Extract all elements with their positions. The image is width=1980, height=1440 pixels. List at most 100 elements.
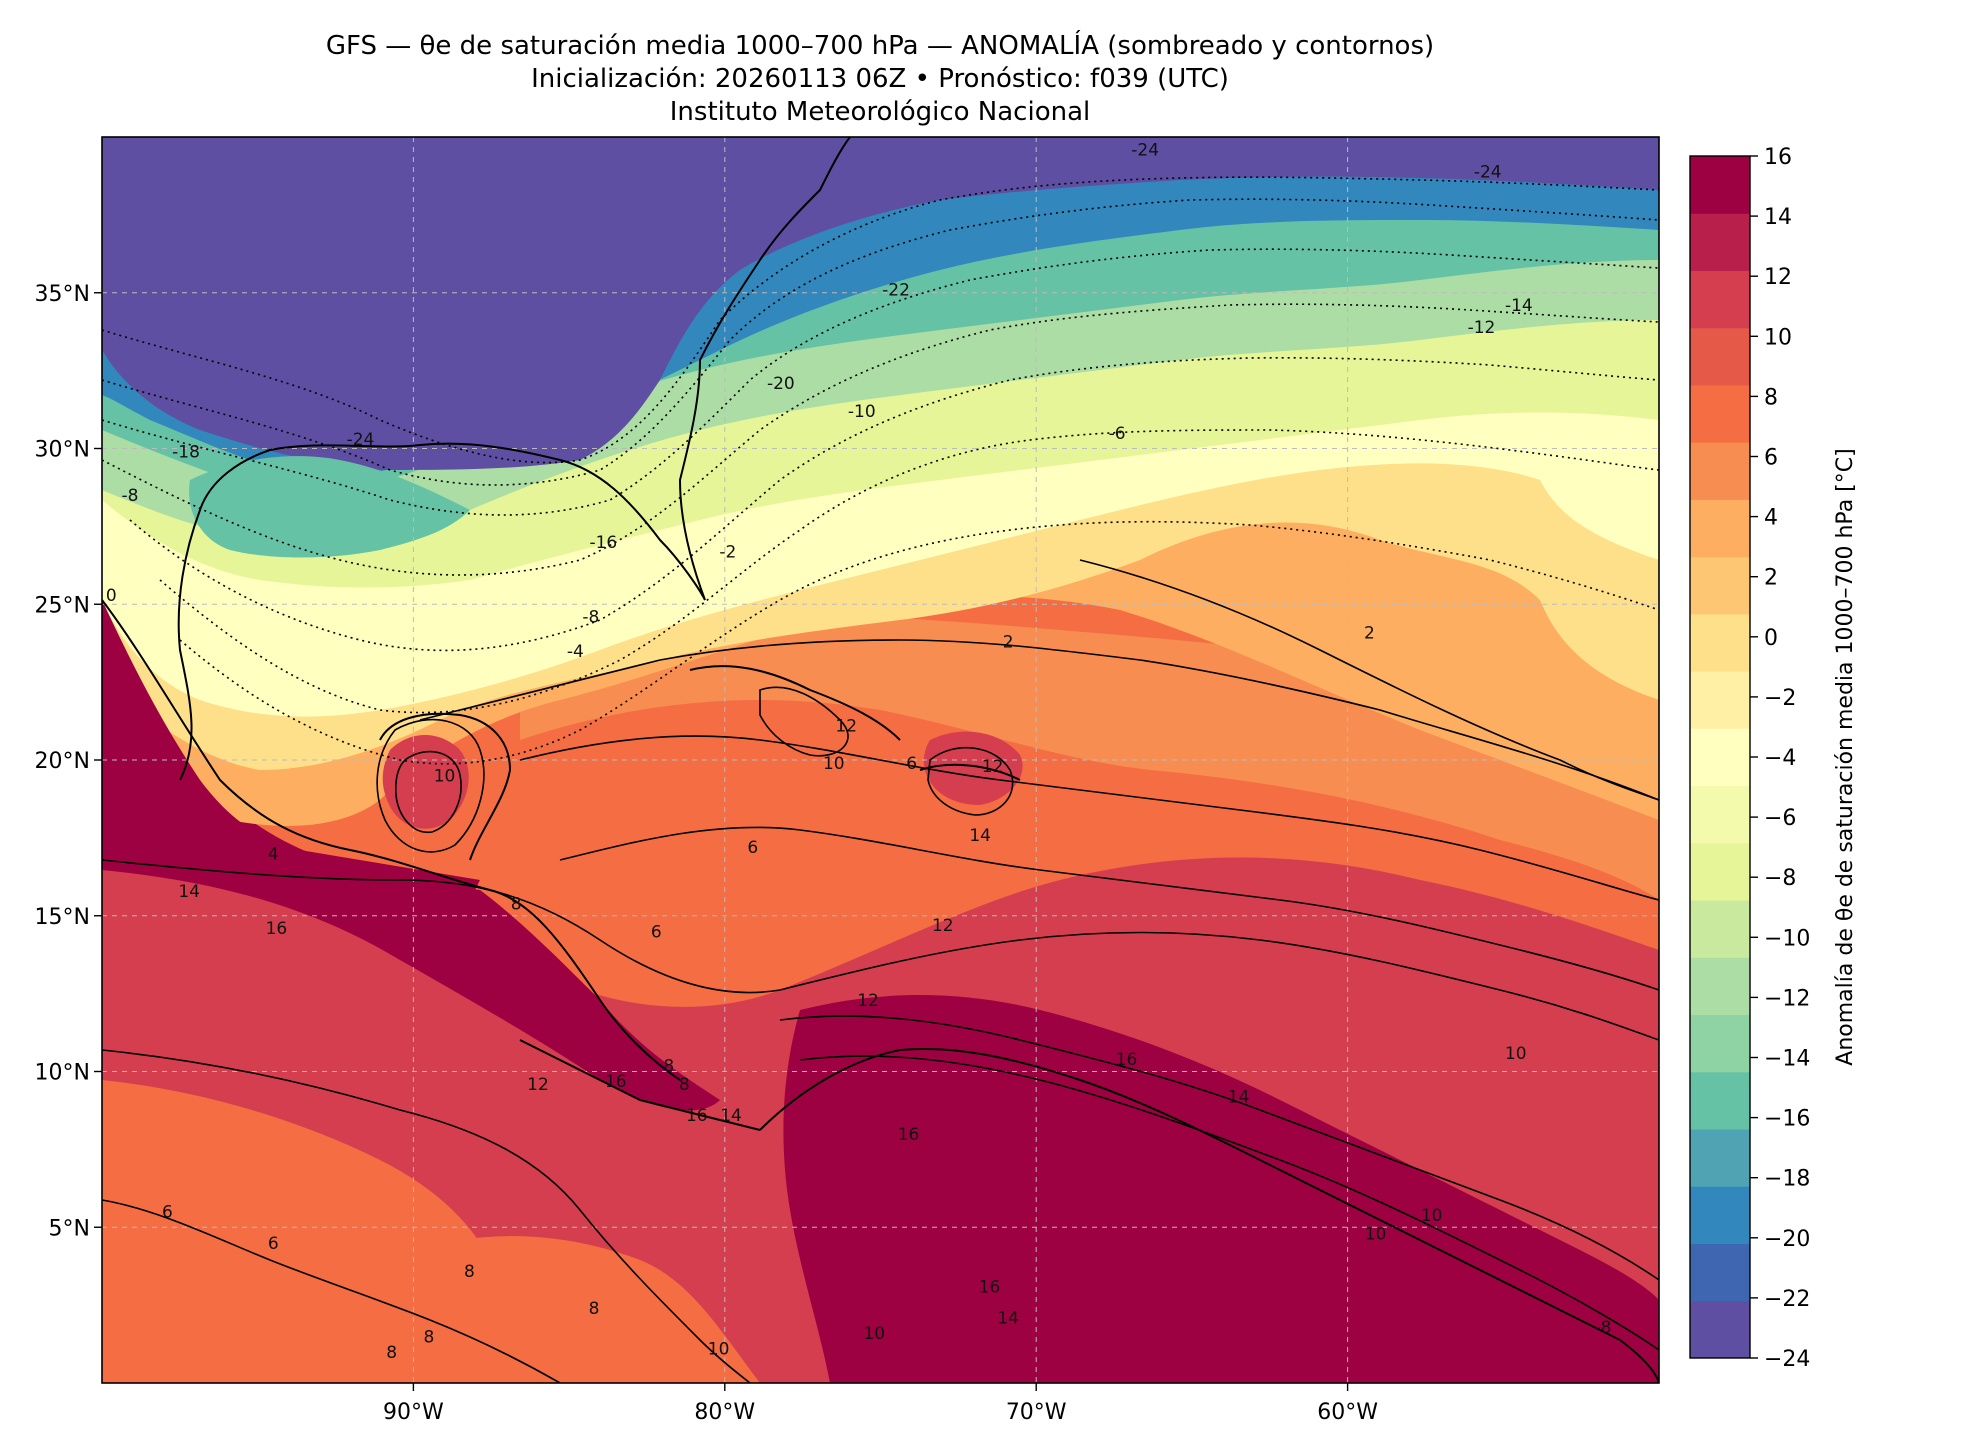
colorbar-tick-label: 0 [1764, 626, 1778, 651]
colorbar-segment [1690, 957, 1750, 1016]
contour-label: 6 [906, 754, 917, 774]
contour-label: -22 [882, 281, 910, 301]
colorbar-segment [1690, 156, 1750, 214]
title-line-main: GFS — θe de saturación media 1000–700 hP… [325, 31, 1435, 61]
colorbar-tick-label: −10 [1764, 926, 1810, 951]
contour-label: -14 [1505, 296, 1533, 316]
coast-gulf [177, 137, 851, 781]
colorbar-segment [1690, 785, 1750, 844]
contour-label: 16 [1116, 1050, 1138, 1070]
contour-label: 16 [686, 1106, 708, 1126]
contour-dotted-4 [102, 303, 1659, 576]
colorbar-tick-label: −4 [1764, 746, 1796, 771]
tick-label-lon: 90°W [383, 1400, 444, 1425]
tick-label-lat: 15°N [35, 905, 90, 930]
contour-label: 8 [663, 1056, 674, 1076]
colorbar-segment [1690, 1300, 1750, 1359]
contour-label: -20 [767, 374, 795, 394]
coast-central-america [519, 1039, 761, 1131]
coastlines [102, 137, 1659, 1383]
contour-label: 10 [863, 1324, 885, 1344]
contour-label: 14 [969, 826, 991, 846]
tick-label-lat: 35°N [35, 282, 90, 307]
contour-label: 6 [651, 922, 662, 942]
colorbar-segment [1690, 442, 1750, 500]
contour-solid-2b [1079, 559, 1659, 801]
contour-label: 12 [932, 916, 954, 936]
contour-label: -10 [848, 402, 876, 422]
colorbar-tick-label: −8 [1764, 866, 1796, 891]
band-ge-16 [783, 995, 1659, 1383]
colorbar-segment [1690, 728, 1750, 787]
tick-label-lat: 20°N [35, 749, 90, 774]
contour-label: 8 [679, 1075, 690, 1095]
figure-title: GFS — θe de saturación media 1000–700 hP… [100, 30, 1660, 129]
contour-label: 16 [266, 919, 288, 939]
tick-label-lat: 10°N [35, 1061, 90, 1086]
contour-label: 8 [589, 1299, 600, 1319]
colorbar-tick-label: 14 [1764, 205, 1792, 230]
colorbar-tick-label: −2 [1764, 686, 1796, 711]
tick-label-lon: 70°W [1006, 1400, 1067, 1425]
tick-label-lon: 60°W [1317, 1400, 1378, 1425]
coast-south-america [759, 1048, 1659, 1383]
colorbar-segment [1690, 613, 1750, 672]
contour-label: 8 [464, 1262, 475, 1282]
contour-label: 14 [1228, 1087, 1250, 1107]
contour-solid-12 [779, 1015, 1659, 1281]
contour-dotted-5 [129, 357, 1659, 652]
contour-solid-hispaniola [927, 746, 1014, 816]
contour-label: 10 [1421, 1206, 1443, 1226]
contour-label: -18 [172, 443, 200, 463]
band-gulf-minus16 [189, 456, 470, 558]
contour-solid-cuba [759, 686, 849, 757]
colorbar-segment [1690, 499, 1750, 558]
contour-dotted-7 [179, 520, 1659, 765]
contour-label: 8 [386, 1343, 397, 1363]
contour-label: -8 [1594, 1318, 1611, 1338]
contour-label: 8 [424, 1327, 435, 1347]
contour-label: 10 [823, 754, 845, 774]
contour-dotted-6 [159, 429, 1659, 714]
band-le-minus24 [102, 137, 1659, 470]
colorbar-segment [1690, 556, 1750, 615]
colorbar-segment [1690, 1243, 1750, 1302]
band-mexico-coast [102, 600, 480, 900]
colorbar-segment [1690, 1071, 1750, 1130]
colorbar-segment [1690, 842, 1750, 901]
coast-cuba [689, 665, 901, 741]
contour-label: 10 [1505, 1044, 1527, 1064]
contour-label: -4 [567, 642, 584, 662]
tick-label-lat: 5°N [49, 1216, 90, 1241]
contour-label: 6 [747, 838, 758, 858]
colorbar-segment [1690, 1129, 1750, 1187]
contour-label: 2 [1364, 623, 1375, 643]
colorbar-tick-label: −14 [1764, 1047, 1810, 1072]
colorbar-tick-label: −16 [1764, 1107, 1810, 1132]
contour-solid-4 [519, 735, 1659, 901]
contour-label: 10 [434, 767, 456, 787]
colorbar-tick-label: −12 [1764, 986, 1810, 1011]
colorbar-segment [1690, 1186, 1750, 1245]
contour-label: 12 [982, 757, 1004, 777]
contour-dotted-1 [102, 176, 1659, 464]
contour-solid-2a [419, 639, 1659, 801]
band-yucatan-warm [382, 735, 469, 829]
contour-solid-yucatan [376, 718, 485, 853]
colorbar-tick-label: −20 [1764, 1227, 1810, 1252]
contour-solid-yucatan-inner [394, 750, 462, 833]
colorbar-tick-label: 8 [1764, 385, 1778, 410]
band-pacific-16 [102, 600, 720, 1111]
contour-label: -8 [122, 486, 139, 506]
tick-label-lat: 25°N [35, 593, 90, 618]
contour-solid-14 [799, 1055, 1659, 1351]
contour-label: 12 [857, 991, 879, 1011]
axis-ticks: 90°W 80°W 70°W 60°W35°N30°N25°N20°N15°N10°N… [35, 282, 1379, 1425]
colorbar-segment [1690, 327, 1750, 386]
contour-label: 10 [1365, 1224, 1387, 1244]
contour-label: 6 [268, 1234, 279, 1254]
coast-yucatan [379, 712, 512, 861]
contour-solid-6 [559, 826, 1659, 991]
colorbar-segment [1690, 671, 1750, 729]
contour-label: 14 [720, 1106, 742, 1126]
